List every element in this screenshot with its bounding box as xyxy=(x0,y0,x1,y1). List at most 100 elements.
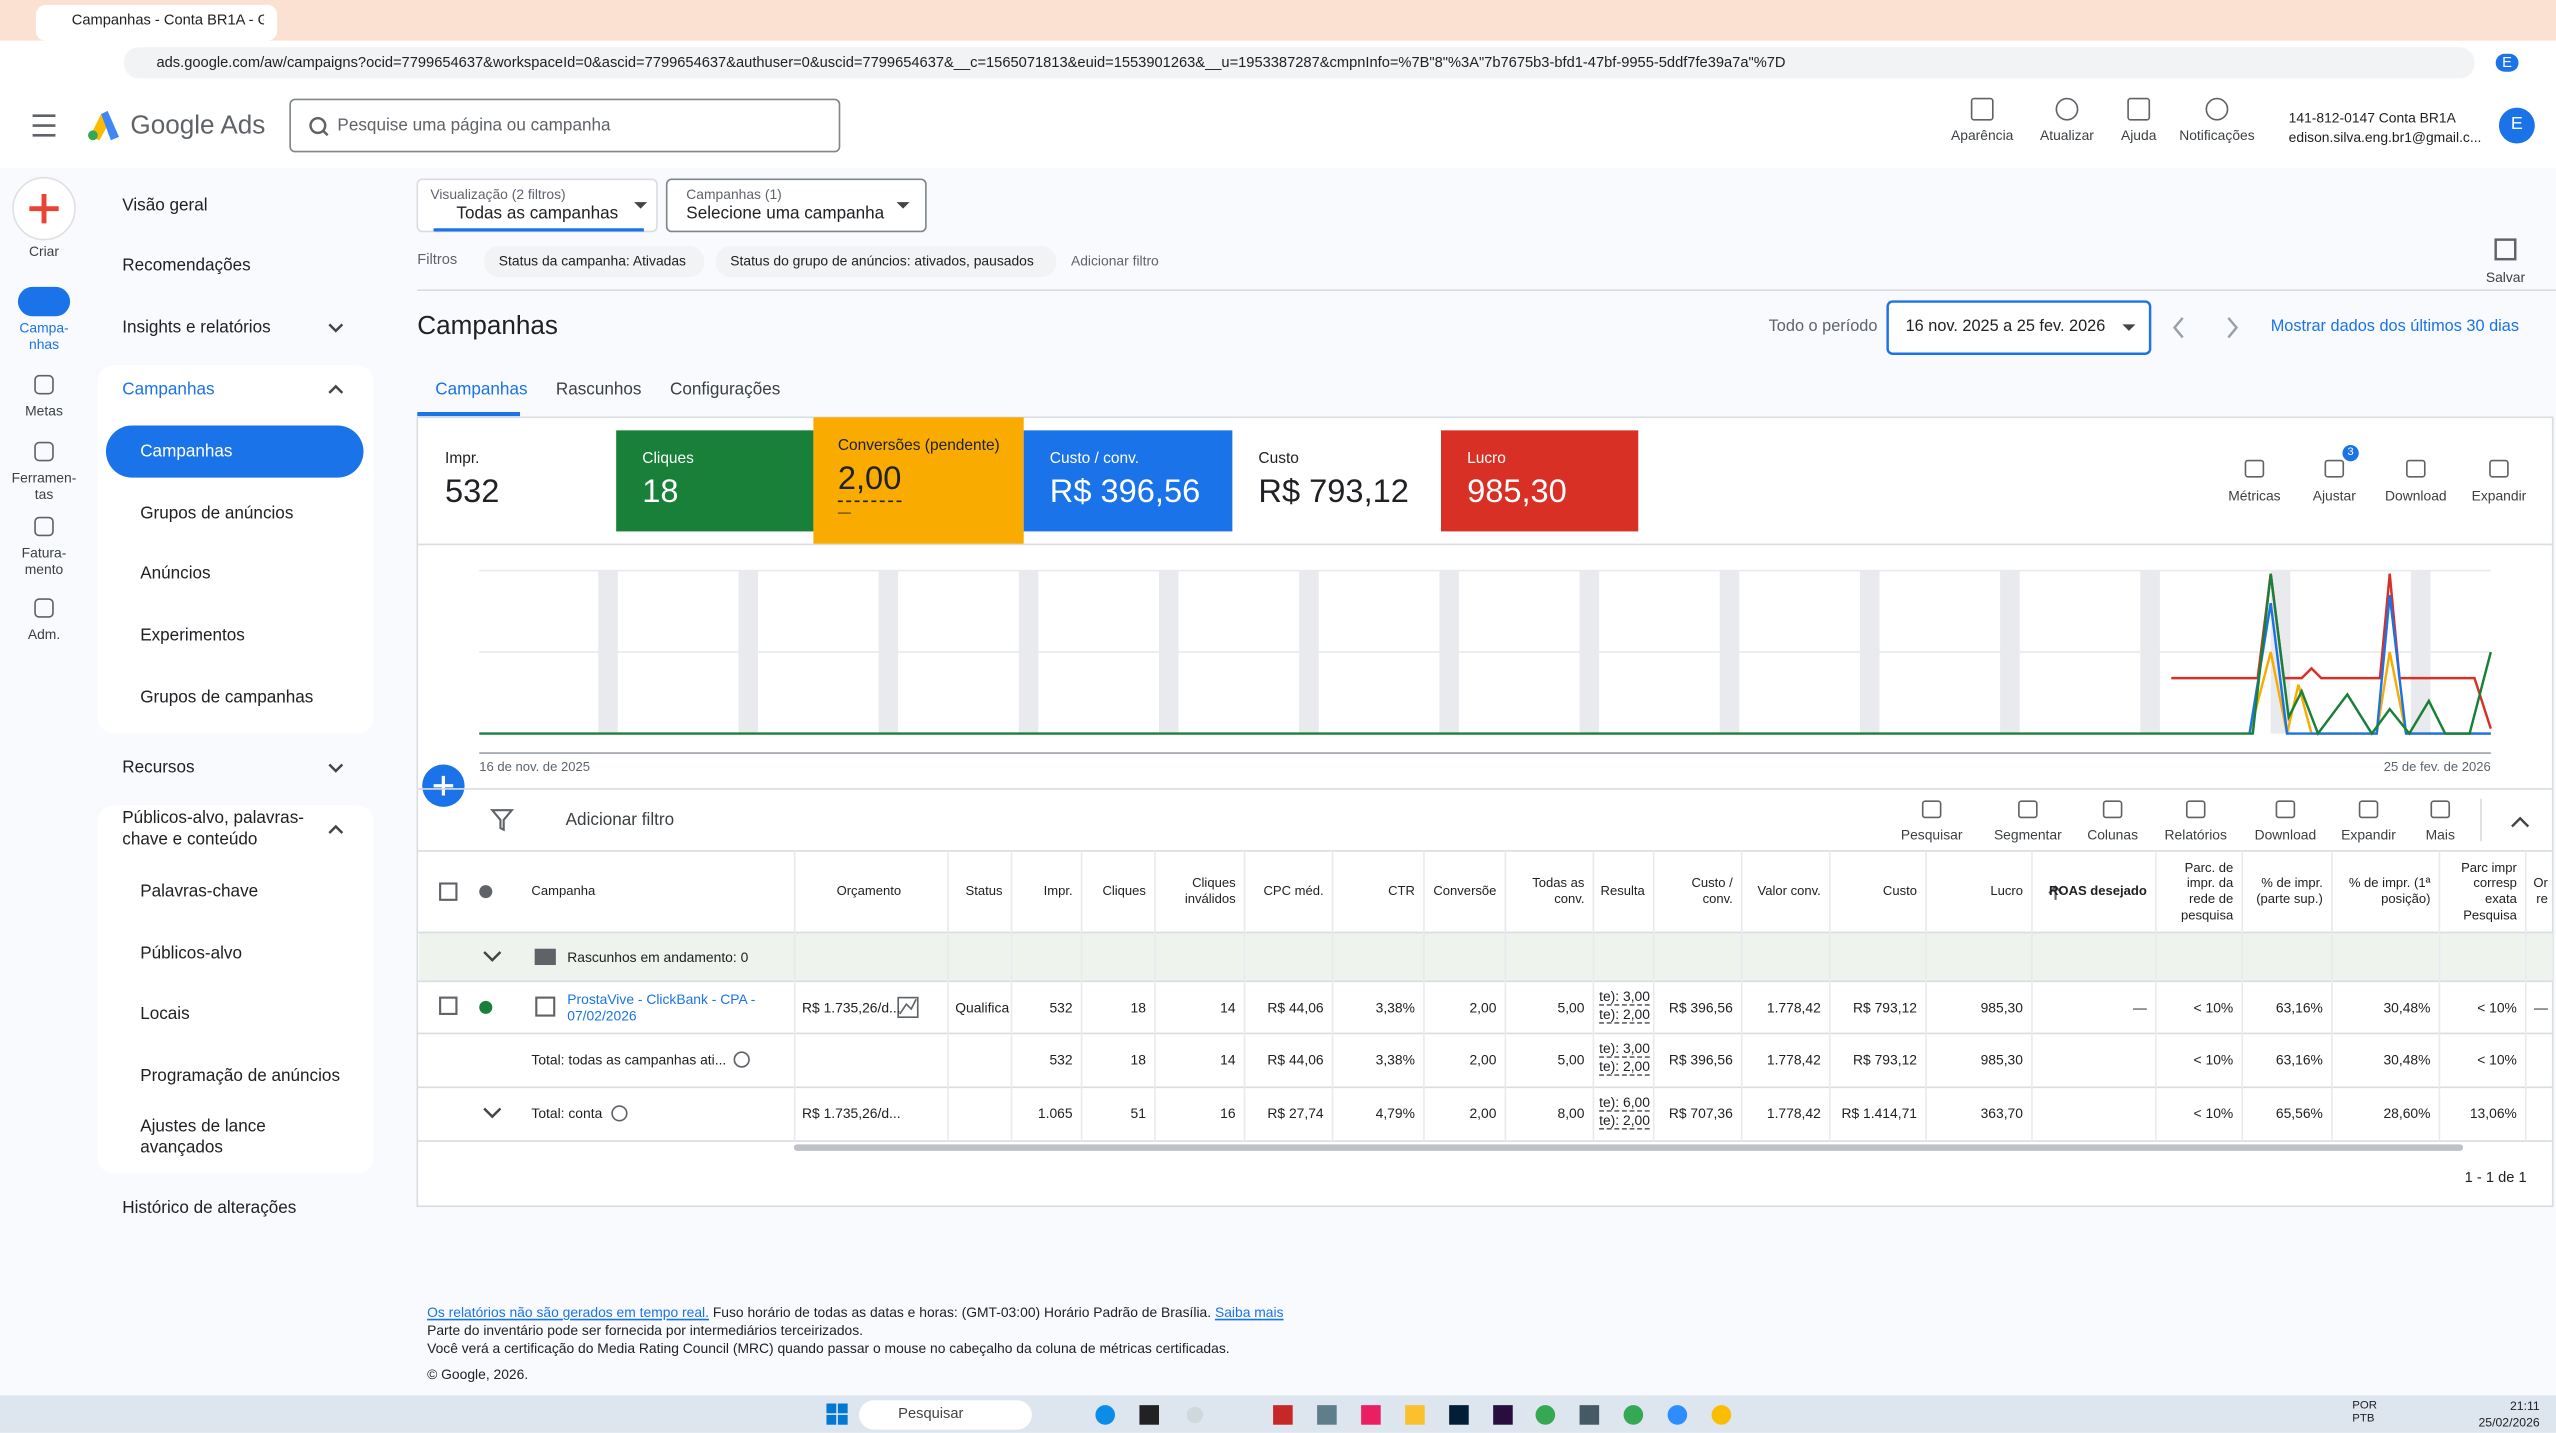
column-header[interactable]: Campanha xyxy=(531,883,596,899)
scorecard-label[interactable]: Lucro xyxy=(1467,449,1506,468)
footer-text[interactable]: Os relatórios não são gerados em tempo r… xyxy=(427,1304,709,1321)
dropdown-value[interactable]: Todas as campanhas xyxy=(456,203,619,224)
column-header[interactable]: Impr. xyxy=(1043,883,1073,899)
campaign-cell[interactable]: ProstaVive - ClickBank - CPA - 07/02/202… xyxy=(567,990,756,1024)
table-tool[interactable]: Relatórios xyxy=(2164,826,2227,843)
column-header[interactable]: Conversõe xyxy=(1433,883,1497,899)
add-filter[interactable]: Adicionar filtro xyxy=(565,810,675,830)
column-header[interactable]: % de impr. (1ª posição) xyxy=(2348,876,2431,907)
nav-item[interactable]: Ajustes de lance avançados xyxy=(140,1116,266,1158)
save[interactable]: Salvar xyxy=(2485,268,2526,286)
avatar[interactable]: E xyxy=(2510,114,2523,134)
footer-text[interactable]: Saiba mais xyxy=(1214,1304,1284,1321)
table-tool-icon[interactable] xyxy=(2018,800,2038,819)
header-action[interactable]: Ajuda xyxy=(2120,127,2157,144)
result-cell[interactable]: te): 2,00 xyxy=(1599,1006,1650,1025)
chart-tool-icon[interactable] xyxy=(2406,459,2426,478)
tab[interactable]: Rascunhos xyxy=(555,379,642,400)
filter-chip[interactable]: Status do grupo de anúncios: ativados, p… xyxy=(730,252,1034,269)
scorecard-label[interactable]: Custo / conv. xyxy=(1049,449,1140,468)
column-header[interactable]: CPC méd. xyxy=(1263,883,1324,899)
result-cell[interactable]: te): 3,00 xyxy=(1599,988,1650,1007)
result-cell[interactable]: te): 2,00 xyxy=(1599,1112,1650,1131)
column-header[interactable]: Valor conv. xyxy=(1757,883,1821,899)
result-cell[interactable]: te): 3,00 xyxy=(1599,1040,1650,1059)
header-action[interactable]: Aparência xyxy=(1951,127,2014,144)
column-header[interactable]: Or re xyxy=(2533,876,2548,907)
scorecard-label[interactable]: Impr. xyxy=(445,449,480,468)
table-tool-icon[interactable] xyxy=(2358,800,2379,819)
header-action[interactable]: Atualizar xyxy=(2039,127,2094,144)
nav-item[interactable]: Programação de anúncios xyxy=(140,1066,341,1086)
rail-label[interactable]: Metas xyxy=(25,402,63,419)
rail-label[interactable]: Criar xyxy=(28,242,60,260)
chart-tool-icon[interactable] xyxy=(2244,459,2265,478)
table-tool-icon[interactable] xyxy=(2275,800,2296,819)
nav-item[interactable]: Grupos de anúncios xyxy=(140,503,294,524)
tab-title[interactable]: Campanhas - Conta BR1A - Go xyxy=(71,11,265,28)
search[interactable]: Pesquise uma página ou campanha xyxy=(337,115,611,136)
column-header[interactable]: Cliques xyxy=(1102,883,1146,899)
tab[interactable]: Configurações xyxy=(669,379,781,400)
date-range[interactable]: 16 nov. 2025 a 25 fev. 2026 xyxy=(1905,317,2106,336)
column-header[interactable]: Custo / conv. xyxy=(1691,876,1733,907)
column-header[interactable]: Custo xyxy=(1882,883,1917,899)
table-tool-icon[interactable] xyxy=(2430,800,2451,819)
table-tool[interactable]: Expandir xyxy=(2341,826,2396,843)
column-header[interactable]: Lucro xyxy=(1990,883,2023,899)
nav-item[interactable]: Recomendações xyxy=(122,255,251,276)
rail-label[interactable]: Fatura- mento xyxy=(21,544,67,577)
rail-label[interactable]: Adm. xyxy=(27,625,61,643)
nav-header[interactable]: Campanhas xyxy=(122,379,215,400)
table-tool-icon[interactable] xyxy=(2185,800,2206,819)
taskbar-search[interactable]: Pesquisar xyxy=(898,1405,964,1422)
scorecard-label[interactable]: Custo xyxy=(1258,449,1299,468)
nav-item[interactable]: Palavras-chave xyxy=(140,881,259,902)
rail-label[interactable]: Campa- nhas xyxy=(19,319,69,352)
nav-header[interactable]: Públicos-alvo, palavras-chave e conteúdo xyxy=(122,808,304,850)
table-tool[interactable]: Segmentar xyxy=(1993,826,2062,843)
scorecard-label[interactable]: Conversões (pendente) xyxy=(837,436,1000,455)
nav-item[interactable]: Anúncios xyxy=(140,564,211,584)
chart-tool[interactable]: Expandir xyxy=(2471,487,2527,504)
last30-link[interactable]: Mostrar dados dos últimos 30 dias xyxy=(2270,317,2519,336)
nav-item[interactable]: Grupos de campanhas xyxy=(140,687,314,708)
dropdown-value[interactable]: Selecione uma campanha xyxy=(686,203,885,224)
filter-chip[interactable]: Status da campanha: Ativadas xyxy=(498,252,686,269)
header-action[interactable]: Notificações xyxy=(2179,127,2255,144)
table-tool-icon[interactable] xyxy=(2102,800,2123,819)
chart-tool[interactable]: Ajustar xyxy=(2312,487,2356,504)
column-header[interactable]: % de impr. (parte sup.) xyxy=(2256,876,2323,907)
table-tool[interactable]: Colunas xyxy=(2087,826,2139,843)
nav-item[interactable]: Visão geral xyxy=(122,195,208,216)
column-header[interactable]: Todas as conv. xyxy=(1532,876,1585,907)
scorecard-label[interactable]: Cliques xyxy=(642,449,694,468)
nav-item[interactable]: Locais xyxy=(140,1004,190,1024)
chart-tool-icon[interactable] xyxy=(2324,459,2345,478)
nav-item[interactable]: Recursos xyxy=(122,757,195,778)
table-tool[interactable]: Pesquisar xyxy=(1900,826,1963,843)
column-header[interactable]: CTR xyxy=(1388,883,1415,899)
column-header[interactable]: Cliques inválidos xyxy=(1184,876,1236,907)
nav-item[interactable]: Públicos-alvo xyxy=(140,943,242,964)
result-cell[interactable]: te): 2,00 xyxy=(1599,1058,1650,1077)
result-cell[interactable]: te): 6,00 xyxy=(1599,1094,1650,1113)
table-tool-icon[interactable] xyxy=(1921,800,1942,819)
column-header[interactable]: Resulta xyxy=(1600,883,1645,899)
url[interactable]: ads.google.com/aw/campaigns?ocid=7799654… xyxy=(156,53,1786,71)
column-header[interactable]: ROAS desejado xyxy=(2049,883,2147,899)
chart-tool[interactable]: Métricas xyxy=(2228,487,2281,504)
nav-item[interactable]: Campanhas xyxy=(140,441,233,462)
table-tool[interactable]: Download xyxy=(2254,826,2317,843)
column-header[interactable]: Status xyxy=(965,883,1003,899)
product[interactable]: Google Ads xyxy=(130,112,266,141)
tab[interactable]: Campanhas xyxy=(435,379,528,400)
column-header[interactable]: Parc. de impr. da rede de pesquisa xyxy=(2181,860,2234,922)
nav-item[interactable]: Histórico de alterações xyxy=(122,1198,297,1218)
rail-label[interactable]: Ferramen- tas xyxy=(11,469,77,502)
column-header[interactable]: Orçamento xyxy=(836,883,902,899)
chart-tool[interactable]: Download xyxy=(2384,487,2447,504)
table-tool[interactable]: Mais xyxy=(2425,826,2455,843)
add-filter[interactable]: Adicionar filtro xyxy=(1070,252,1159,269)
column-header[interactable]: Parc impr corresp exata Pesquisa xyxy=(2461,860,2517,922)
